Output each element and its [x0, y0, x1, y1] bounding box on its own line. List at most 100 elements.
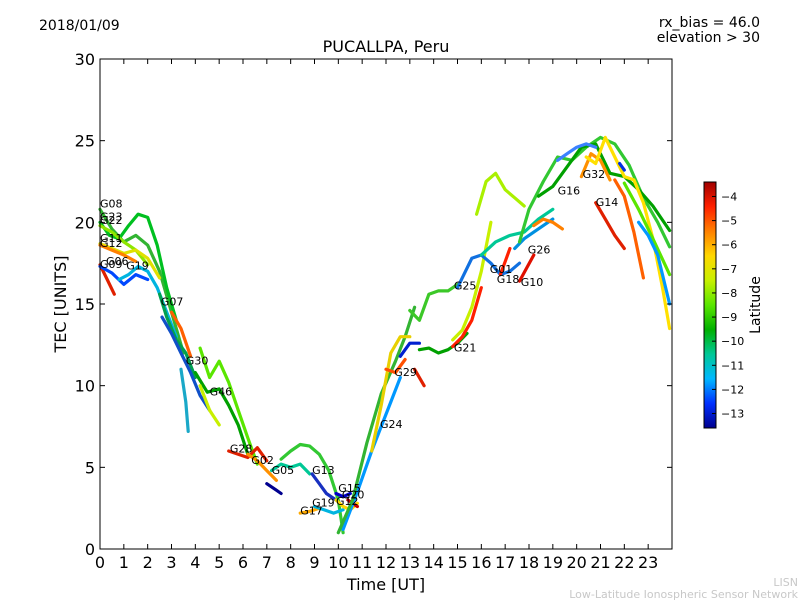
satellite-label-g02: G02 — [251, 454, 274, 467]
satellite-trace-g25 — [408, 282, 460, 322]
satellite-label-g08: G08 — [100, 198, 123, 211]
satellite-trace-g05b — [265, 482, 283, 496]
axes: 0 1 2 3 4 5 6 7 8 9 10 11 12 13 14 15 16 17 18 19 20 21 22 2305… — [75, 50, 672, 572]
satellite-label-g01: G01 — [490, 263, 513, 276]
plot-frame — [99, 58, 673, 550]
satellite-label-g18: G18 — [497, 273, 520, 286]
x-tick-label: 6 — [238, 553, 248, 572]
satellite-trace-g18b — [498, 246, 512, 277]
x-axis-label: Time [UT] — [346, 575, 425, 594]
satellite-trace-g08 — [98, 207, 185, 355]
satellite-trace-g30 — [160, 315, 212, 412]
satellite-label-g14: G14 — [596, 196, 619, 209]
colorbar-tick-label: −6 — [721, 239, 737, 252]
satellite-trace-g28 — [227, 446, 269, 463]
rx-bias-label: rx_bias = 46.0 — [659, 15, 760, 31]
satellite-label-g13: G13 — [312, 464, 335, 477]
colorbar: −4 −5 −6 −7 −8 −9 −10 −11 −12 −13 — [703, 181, 744, 429]
satellite-trace-g18 — [479, 207, 555, 257]
satellite-label-g17: G17 — [300, 505, 323, 518]
satellite-trace-g02 — [246, 452, 278, 482]
satellite-trace-g14c — [618, 161, 626, 172]
satellite-label-g20: G20 — [342, 488, 365, 501]
satellite-trace-g46b — [193, 371, 250, 456]
satellite-label-g09: G09 — [100, 258, 123, 271]
x-tick-label: 2 — [143, 553, 153, 572]
satellite-trace-g10b — [532, 217, 564, 231]
x-tick-label: 18 — [519, 553, 539, 572]
satellite-trace-g10 — [517, 253, 536, 283]
satellite-trace-g29d — [413, 367, 426, 388]
x-tick-label: 23 — [638, 553, 658, 572]
satellite-trace-g12 — [98, 243, 138, 264]
satellite-trace-g29 — [370, 335, 412, 453]
x-tick-label: 13 — [400, 553, 420, 572]
satellite-trace-g14 — [594, 201, 626, 251]
satellite-trace-g23 — [98, 212, 178, 322]
satellite-trace-g17 — [298, 506, 321, 515]
satellite-trace-g01 — [455, 253, 522, 290]
chart-title: PUCALLPA, Peru — [323, 37, 450, 56]
y-tick-label: 30 — [75, 50, 95, 69]
x-tick-label: 9 — [309, 553, 319, 572]
x-tick-label: 19 — [543, 553, 563, 572]
satellite-label-g06: G06 — [106, 255, 129, 268]
satellite-label-g19: G19 — [126, 260, 149, 273]
satellite-label-g30: G30 — [186, 354, 209, 367]
satellite-label-g19: G19 — [312, 497, 335, 510]
satellite-label-g23: G23 — [100, 211, 123, 224]
satellite-trace-g12b — [334, 498, 359, 512]
satellite-label-g12: G12 — [100, 237, 123, 250]
satellite-trace-g30c — [179, 367, 190, 433]
x-tick-label: 17 — [495, 553, 515, 572]
colorbar-tick-label: −4 — [721, 190, 737, 203]
plot-area: G08G23G22G11G12G09G06G19G07G30G46G28G02G… — [98, 135, 672, 535]
satellite-trace-g13 — [310, 472, 338, 502]
x-tick-label: 5 — [214, 553, 224, 572]
satellite-trace-g15 — [334, 491, 352, 499]
x-tick-label: 21 — [590, 553, 610, 572]
x-tick-label: 12 — [376, 553, 396, 572]
satellite-trace-g16b — [536, 142, 672, 233]
satellite-trace-g16 — [517, 135, 672, 249]
satellite-label-g28: G28 — [230, 443, 253, 456]
y-tick-label: 20 — [75, 213, 95, 232]
satellite-label-g05: G05 — [272, 464, 295, 477]
x-tick-label: 16 — [471, 553, 491, 572]
satellite-label-g07: G07 — [161, 296, 184, 309]
colorbar-label: Latitude — [748, 276, 764, 334]
y-tick-label: 5 — [85, 458, 95, 477]
colorbar-tick-label: −11 — [721, 359, 744, 372]
colorbar-tick-label: −9 — [721, 311, 737, 324]
x-tick-label: 4 — [190, 553, 200, 572]
x-tick-label: 0 — [95, 553, 105, 572]
satellite-label-g12: G12 — [336, 495, 359, 508]
satellite-label-g11: G11 — [100, 232, 123, 245]
colorbar-tick-label: −8 — [721, 287, 737, 300]
x-tick-label: 10 — [328, 553, 348, 572]
satellite-trace-g19b — [312, 504, 345, 515]
satellite-label-g24: G24 — [380, 418, 403, 431]
satellite-trace-g09 — [98, 263, 116, 296]
satellite-label-g29: G29 — [394, 366, 417, 379]
x-tick-label: 1 — [119, 553, 129, 572]
satellite-trace-g13a — [279, 442, 345, 535]
date-label: 2018/01/09 — [39, 18, 120, 34]
satellite-trace-g29c — [398, 341, 421, 358]
satellite-trace-g06 — [98, 264, 150, 286]
satellite-trace-g32 — [556, 142, 598, 162]
satellite-trace-g30b — [169, 310, 193, 358]
colorbar-tick-label: −12 — [721, 383, 744, 396]
x-tick-label: 3 — [166, 553, 176, 572]
y-tick-label: 0 — [85, 540, 95, 559]
satellite-trace-g24 — [341, 375, 402, 531]
colorbar-gradient — [703, 181, 717, 429]
satellite-trace-g22 — [98, 224, 150, 267]
x-tick-label: 14 — [423, 553, 443, 572]
satellite-label-g25: G25 — [454, 279, 477, 292]
satellite-trace-g14d — [622, 181, 672, 277]
y-axis-label: TEC [UNITS] — [51, 256, 70, 354]
elevation-label: elevation > 30 — [657, 30, 760, 46]
colorbar-tick-label: −10 — [721, 335, 744, 348]
